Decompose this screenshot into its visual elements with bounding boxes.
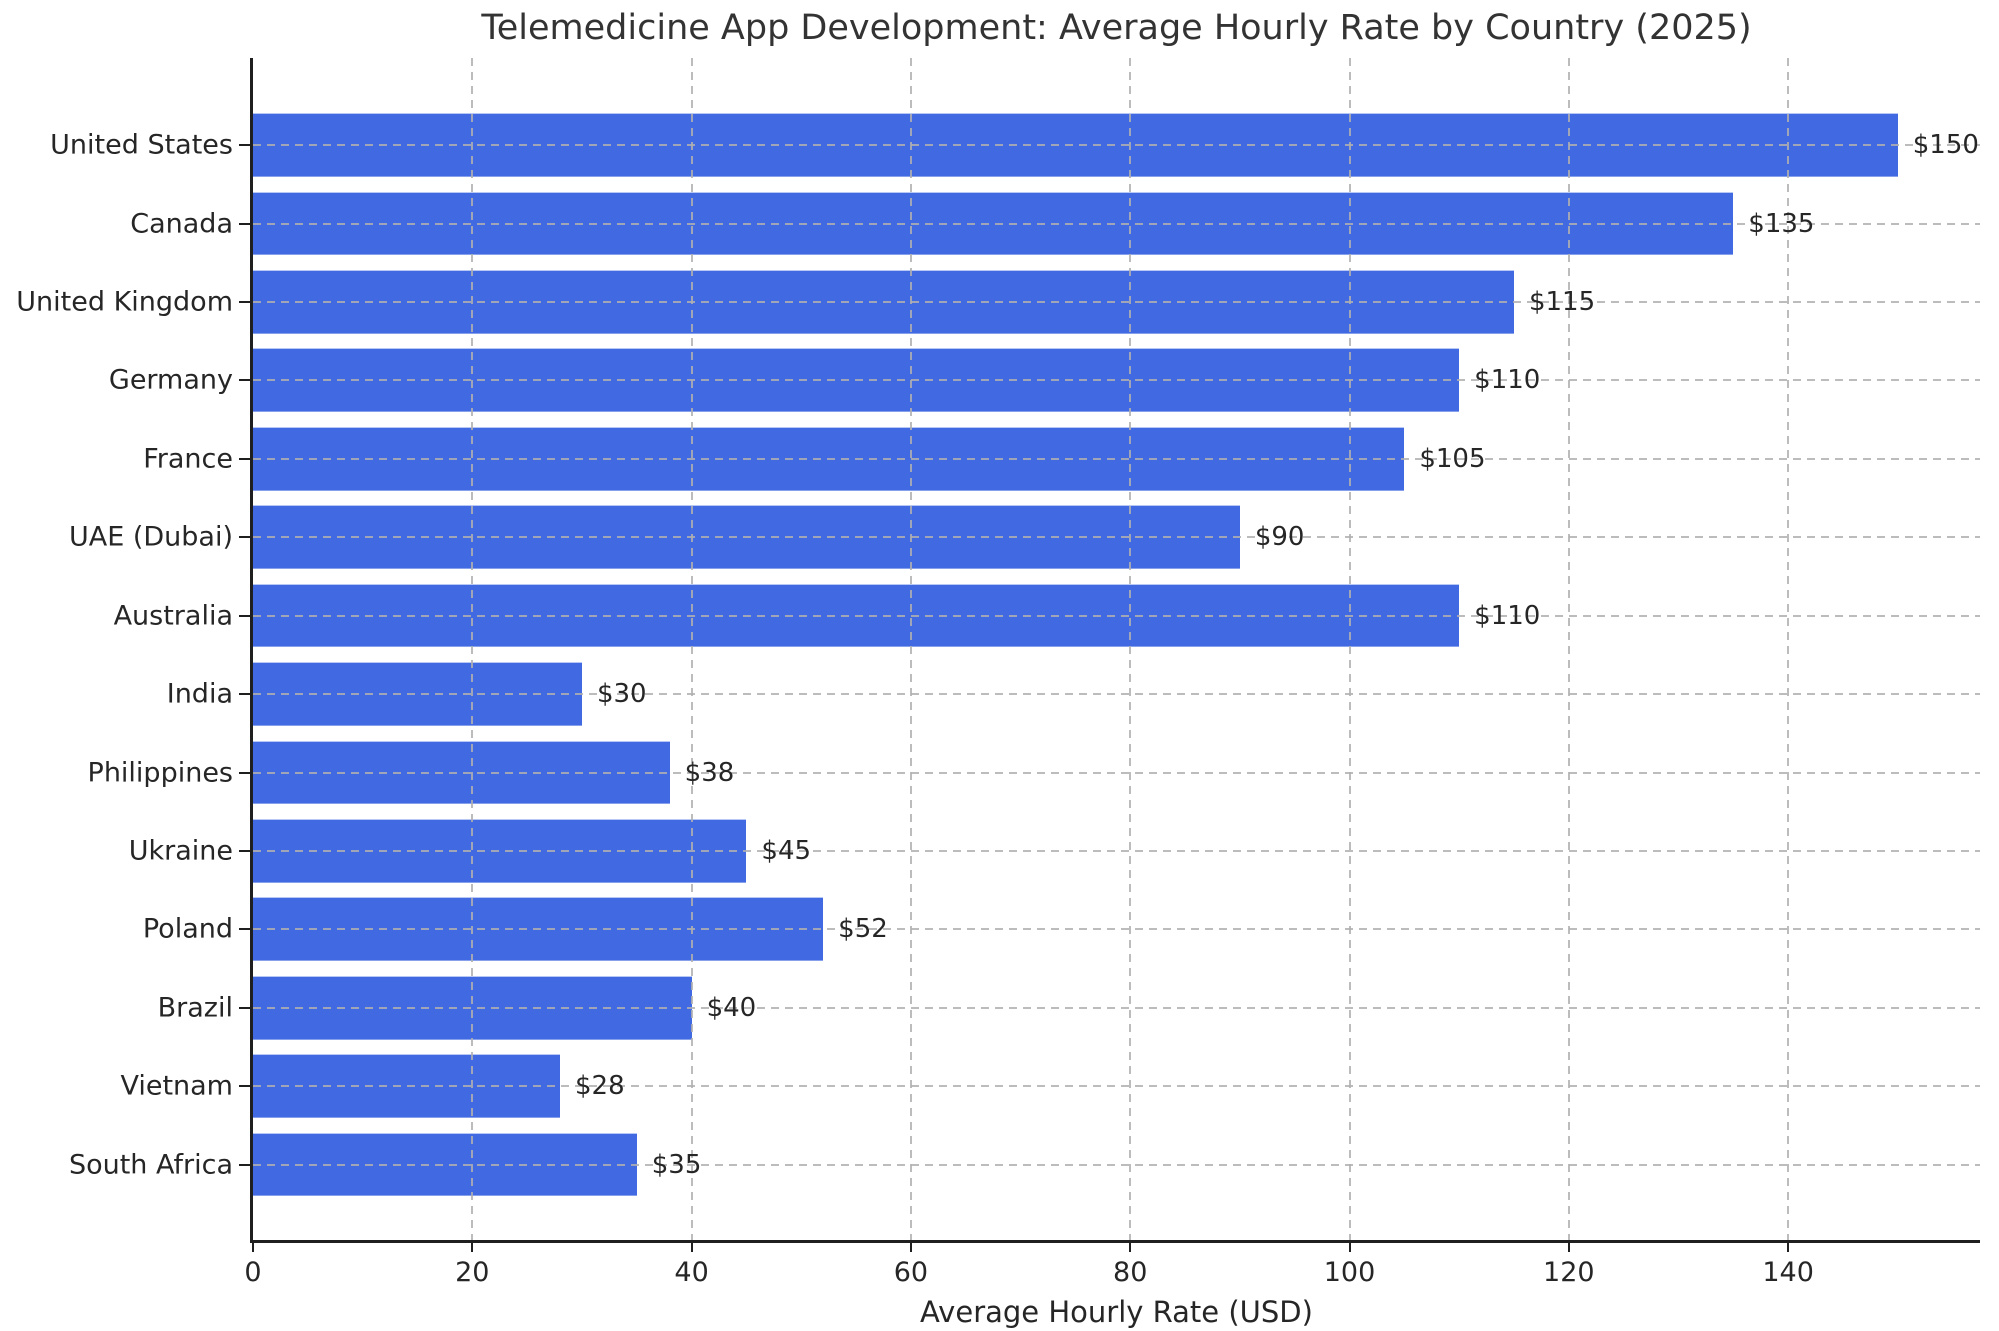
y-tick-label: France — [143, 443, 233, 475]
bar-ukraine — [253, 819, 747, 883]
bar-row: Australia $110 — [114, 577, 1980, 655]
x-axis-line — [250, 1240, 1980, 1243]
y-tick-mark — [239, 1163, 250, 1166]
y-tick-mark — [239, 144, 250, 147]
x-tick-label: 60 — [893, 1257, 929, 1288]
y-tick-label: Vietnam — [120, 1070, 233, 1102]
y-tick-label: UAE (Dubai) — [68, 521, 233, 553]
bar-united-states — [253, 113, 1898, 177]
bar-row: Philippines $38 — [88, 733, 1980, 811]
y-tick-label: United Kingdom — [16, 286, 233, 318]
value-label: $45 — [761, 836, 812, 866]
x-tick-mark — [1348, 1241, 1351, 1252]
bar-brazil — [253, 976, 692, 1040]
value-label: $150 — [1912, 130, 1979, 161]
y-tick-mark — [239, 222, 250, 225]
y-tick-mark — [239, 693, 250, 696]
bar-row: India $30 — [167, 655, 1980, 733]
y-tick-mark — [239, 457, 250, 460]
value-label: $40 — [706, 992, 757, 1023]
bar-rows: United States $150 Canada $135 United Kingdo… — [16, 58, 1980, 1240]
plot-area: United States $150 Canada $135 United Kingdo… — [16, 58, 1980, 1329]
x-tick-mark — [1567, 1241, 1570, 1252]
y-tick-label: United States — [50, 129, 233, 161]
bar-row: Brazil $40 — [158, 969, 1980, 1047]
x-tick-mark — [471, 1241, 474, 1252]
y-tick-mark — [239, 850, 250, 852]
value-label: $52 — [838, 914, 888, 945]
y-tick-label: Australia — [113, 600, 233, 632]
bar-germany — [253, 349, 1460, 412]
bar-row: UAE (Dubai) $90 — [69, 498, 1980, 576]
bar-poland — [253, 898, 824, 961]
bar-row: Canada $135 — [130, 184, 1980, 262]
y-tick-mark — [239, 1085, 250, 1088]
x-tick-label: 120 — [1543, 1257, 1595, 1288]
y-tick-mark — [239, 771, 250, 774]
y-tick-mark — [239, 614, 250, 617]
y-tick-mark — [239, 1006, 250, 1009]
value-label: $115 — [1528, 287, 1596, 318]
value-label: $90 — [1254, 522, 1305, 553]
value-label: $30 — [596, 679, 647, 710]
bar-united-kingdom — [253, 270, 1514, 334]
bar-canada — [253, 192, 1734, 255]
x-tick-mark — [1787, 1241, 1790, 1252]
y-tick-label: Germany — [108, 364, 233, 396]
value-label: $110 — [1474, 600, 1541, 631]
y-tick-label: India — [166, 678, 233, 710]
bar-row: South Africa $35 — [69, 1125, 1980, 1203]
x-tick-mark — [690, 1241, 693, 1252]
y-tick-mark — [239, 928, 250, 931]
y-tick-mark — [239, 301, 250, 304]
bar-uae-dubai — [253, 505, 1240, 569]
value-label: $28 — [575, 1071, 625, 1102]
bar-france — [253, 427, 1405, 491]
x-tick-mark — [909, 1241, 912, 1252]
y-tick-mark — [239, 379, 250, 382]
x-tick-label: 40 — [674, 1257, 709, 1288]
x-tick-label: 100 — [1323, 1257, 1376, 1288]
bar-india — [253, 662, 582, 726]
x-axis-title: Average Hourly Rate (USD) — [920, 1295, 1313, 1329]
bar-row: Germany $110 — [109, 341, 1980, 419]
bar-philippines — [253, 741, 670, 804]
y-tick-label: Poland — [142, 913, 233, 945]
value-label: $35 — [651, 1149, 702, 1180]
x-tick-mark — [1129, 1241, 1132, 1252]
y-tick-label: Philippines — [87, 757, 233, 789]
chart-title: Telemedicine App Development: Average Ho… — [481, 8, 1752, 48]
value-label: $135 — [1748, 208, 1815, 239]
x-tick-label: 0 — [244, 1257, 262, 1288]
y-tick-label: Canada — [130, 208, 233, 240]
x-axis: 0 20 40 60 80 100 120 140 — [244, 1240, 1980, 1331]
y-tick-label: South Africa — [68, 1149, 233, 1181]
bar-south-africa — [253, 1133, 637, 1197]
bar-row: United States $150 — [50, 106, 1980, 184]
y-tick-label: Brazil — [157, 992, 233, 1024]
y-tick-label: Ukraine — [128, 835, 233, 867]
value-label: $105 — [1419, 443, 1486, 474]
bar-row: Ukraine $45 — [129, 812, 1980, 890]
bar-vietnam — [253, 1054, 561, 1118]
x-tick-mark — [252, 1241, 254, 1252]
y-tick-mark — [239, 536, 250, 539]
value-label: $38 — [684, 757, 735, 788]
value-label: $110 — [1474, 365, 1541, 396]
bar-row: Vietnam $28 — [120, 1047, 1980, 1125]
bar-row: France $105 — [143, 420, 1980, 498]
y-axis-line — [250, 58, 253, 1243]
bar-row: Poland $52 — [143, 890, 1980, 968]
x-tick-label: 140 — [1762, 1257, 1814, 1288]
x-tick-label: 80 — [1113, 1257, 1148, 1288]
bar-australia — [253, 584, 1460, 648]
bar-row: United Kingdom $115 — [16, 263, 1980, 341]
x-tick-label: 20 — [455, 1257, 490, 1288]
